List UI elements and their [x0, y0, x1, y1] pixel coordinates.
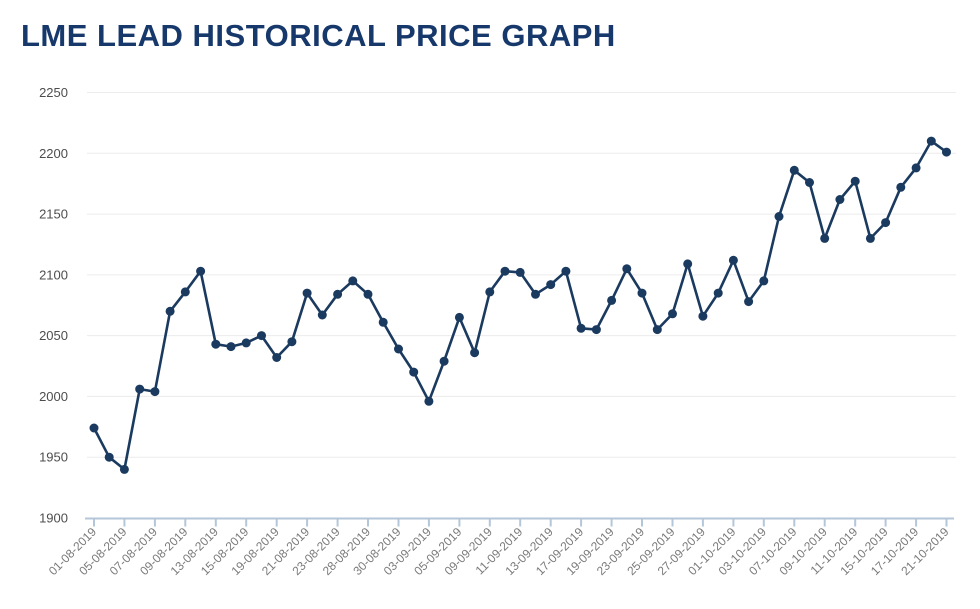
data-point-marker — [744, 297, 754, 307]
data-point-marker — [287, 337, 297, 347]
data-point-marker — [698, 311, 708, 321]
data-point-marker — [180, 287, 190, 297]
data-point-marker — [683, 259, 693, 269]
data-point-marker — [850, 176, 860, 186]
data-point-marker — [211, 339, 221, 349]
y-axis-tick-label: 2050 — [39, 328, 68, 343]
data-point-marker — [485, 287, 495, 297]
data-point-marker — [531, 289, 540, 299]
data-point-marker — [439, 356, 449, 366]
data-point-marker — [591, 325, 601, 335]
data-point-marker — [348, 276, 358, 286]
data-point-marker — [257, 331, 266, 341]
data-point-marker — [835, 195, 845, 204]
data-point-marker — [500, 266, 510, 276]
data-point-marker — [728, 255, 738, 265]
data-point-marker — [196, 266, 206, 276]
data-point-marker — [896, 182, 906, 192]
data-point-marker — [226, 342, 236, 352]
data-point-marker — [89, 423, 99, 433]
y-axis-tick-label: 2150 — [39, 207, 68, 222]
data-point-marker — [394, 344, 403, 354]
data-point-marker — [576, 323, 586, 333]
data-point-marker — [622, 264, 632, 274]
data-point-marker — [789, 165, 799, 175]
data-point-marker — [942, 147, 951, 157]
data-point-marker — [607, 295, 617, 305]
data-point-marker — [317, 310, 327, 320]
data-point-marker — [302, 288, 312, 298]
price-line — [92, 139, 948, 471]
data-point-marker — [409, 367, 419, 377]
data-point-marker — [561, 266, 571, 276]
data-point-marker — [241, 338, 251, 348]
data-point-marker — [454, 312, 464, 322]
data-point-marker — [546, 280, 556, 290]
y-axis-tick-label: 1900 — [39, 511, 68, 526]
y-axis-tick-label: 2250 — [39, 85, 68, 100]
data-point-marker — [272, 353, 282, 362]
data-point-marker — [774, 212, 784, 221]
y-axis-tick-label: 2100 — [39, 267, 68, 282]
data-point-marker — [119, 464, 129, 474]
data-point-marker — [104, 452, 114, 462]
data-point-marker — [926, 136, 936, 146]
data-point-marker — [165, 306, 175, 316]
y-axis-tick-label: 2000 — [39, 389, 68, 404]
data-point-marker — [652, 325, 662, 335]
chart-title: LME LEAD HISTORICAL PRICE GRAPH — [21, 18, 616, 53]
data-point-marker — [759, 276, 769, 286]
data-point-marker — [470, 348, 480, 358]
data-point-marker — [424, 396, 434, 406]
data-point-marker — [150, 387, 160, 397]
data-point-marker — [333, 289, 343, 299]
data-point-marker — [637, 288, 647, 298]
data-point-marker — [713, 288, 723, 298]
data-point-marker — [668, 309, 677, 319]
data-point-marker — [135, 384, 145, 394]
y-axis-tick-label: 2200 — [39, 146, 68, 161]
data-point-marker — [881, 218, 891, 228]
y-axis-tick-label: 1950 — [39, 450, 68, 465]
data-point-marker — [805, 178, 814, 187]
data-point-marker — [865, 233, 875, 243]
data-point-marker — [515, 267, 525, 277]
data-point-marker — [911, 163, 921, 173]
data-point-marker — [378, 317, 388, 327]
data-point-marker — [363, 289, 373, 299]
data-point-marker — [820, 233, 830, 243]
